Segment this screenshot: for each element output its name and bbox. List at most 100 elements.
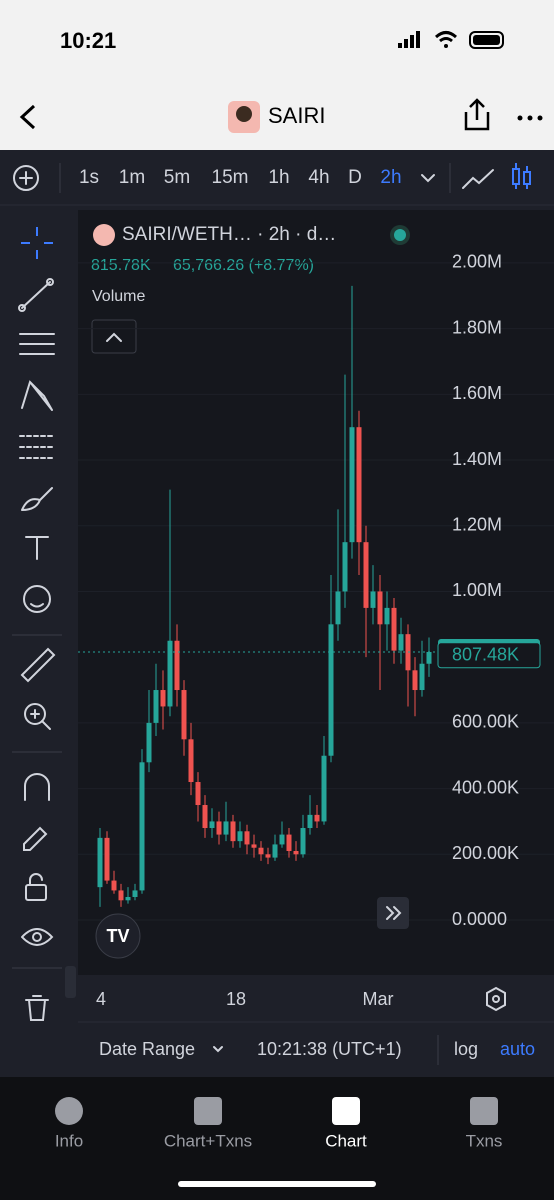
candle-body — [419, 663, 425, 691]
candle-body — [286, 834, 292, 852]
candle-body — [265, 854, 271, 858]
date-range-chevron — [213, 1046, 223, 1053]
y-tick-label: 0.0000 — [452, 909, 507, 929]
candle-body — [118, 890, 124, 901]
tab-icon[interactable] — [470, 1097, 498, 1125]
back-button[interactable] — [19, 104, 36, 130]
status-time: 10:21 — [60, 28, 116, 53]
interval[interactable]: 5m — [164, 167, 190, 188]
drawing-tools[interactable] — [18, 227, 56, 1021]
candle-body — [153, 690, 159, 723]
candle-body — [202, 805, 208, 829]
second-price-label: 807.48K — [452, 644, 519, 664]
share-button[interactable] — [464, 98, 490, 131]
candle-body — [412, 670, 418, 691]
tab-label[interactable]: Txns — [466, 1131, 503, 1150]
plot-bg — [78, 210, 554, 975]
tab-icon[interactable] — [332, 1097, 360, 1125]
line-chart-button[interactable] — [462, 169, 494, 189]
candle-body — [195, 782, 201, 806]
candle-body — [342, 542, 348, 592]
candle-body — [335, 591, 341, 625]
candle-body — [363, 542, 369, 608]
candle-chart-button[interactable] — [512, 163, 531, 189]
legend-avatar — [93, 224, 115, 246]
candle-body — [279, 834, 285, 845]
add-button[interactable] — [13, 165, 39, 191]
tab-label[interactable]: Chart+Txns — [164, 1131, 252, 1150]
legend-change: 65,766.26 (+8.77%) — [173, 257, 314, 274]
interval[interactable]: 2h — [380, 167, 401, 188]
tab-label[interactable]: Chart — [325, 1131, 367, 1150]
candle-body — [300, 828, 306, 855]
candle-body — [251, 844, 257, 848]
collapse-tools[interactable] — [65, 966, 76, 998]
tradingview-logo: TV — [95, 913, 141, 959]
collapse-legend[interactable] — [91, 319, 137, 354]
candle-body — [426, 651, 432, 664]
candle-body — [391, 607, 397, 651]
candle-body — [167, 640, 173, 707]
candle-body — [97, 837, 103, 888]
candle-body — [181, 690, 187, 740]
clock: 10:21:38 (UTC+1) — [257, 1039, 402, 1059]
more-button[interactable] — [517, 115, 543, 121]
y-tick-label: 200.00K — [452, 843, 519, 863]
candle-body — [223, 821, 229, 835]
header-title: SAIRI — [268, 103, 325, 128]
candle-body — [230, 821, 236, 842]
candle-body — [146, 722, 152, 763]
tab-icon[interactable] — [194, 1097, 222, 1125]
x-tick-label: 18 — [226, 989, 246, 1009]
settings-button[interactable] — [486, 986, 506, 1012]
date-range[interactable]: Date Range — [99, 1039, 195, 1059]
second-price-box — [437, 642, 541, 669]
interval[interactable]: D — [348, 167, 362, 188]
scroll-right-button[interactable] — [377, 897, 409, 929]
y-tick-label: 2.00M — [452, 252, 502, 272]
candle-body — [237, 831, 243, 842]
candle-body — [349, 427, 355, 543]
candle-body — [132, 890, 138, 898]
candle-body — [111, 880, 117, 891]
candle-body — [384, 607, 390, 625]
y-tick-label: 400.00K — [452, 777, 519, 797]
interval[interactable]: 1m — [119, 167, 145, 188]
interval[interactable]: 15m — [212, 167, 249, 188]
status-dot — [394, 229, 406, 241]
tab-label[interactable]: Info — [55, 1131, 83, 1150]
interval[interactable]: 1h — [268, 167, 289, 188]
interval-chevron[interactable] — [421, 174, 435, 183]
candle-body — [188, 739, 194, 783]
interval[interactable]: 4h — [308, 167, 329, 188]
candle-body — [314, 814, 320, 822]
interval[interactable]: 1s — [79, 167, 99, 188]
legend-symbol: SAIRI/WETH… · 2h · d… — [122, 224, 336, 245]
x-tick-label: 4 — [96, 989, 106, 1009]
tab-icon[interactable] — [55, 1097, 83, 1125]
tool-dividers — [12, 634, 62, 969]
candle-body — [216, 821, 222, 835]
legend-value: 815.78K — [91, 257, 151, 274]
status-icons — [398, 31, 504, 49]
candle-body — [398, 634, 404, 651]
candle-body — [293, 851, 299, 855]
home-indicator — [178, 1181, 376, 1187]
candle-body — [160, 690, 166, 707]
candle-body — [244, 831, 250, 845]
candle-body — [307, 814, 313, 829]
auto-toggle[interactable]: auto — [500, 1039, 535, 1059]
svg-text:TV: TV — [106, 926, 129, 946]
candle-body — [328, 624, 334, 756]
avatar-face — [236, 106, 252, 122]
y-tick-label: 600.00K — [452, 712, 519, 732]
log-toggle[interactable]: log — [454, 1039, 478, 1059]
candle-body — [139, 762, 145, 891]
y-tick-label: 1.20M — [452, 515, 502, 535]
settings-dot — [492, 995, 500, 1003]
y-tick-label: 1.60M — [452, 383, 502, 403]
candle-body — [377, 591, 383, 625]
candle-body — [272, 844, 278, 858]
candle-body — [356, 427, 362, 543]
